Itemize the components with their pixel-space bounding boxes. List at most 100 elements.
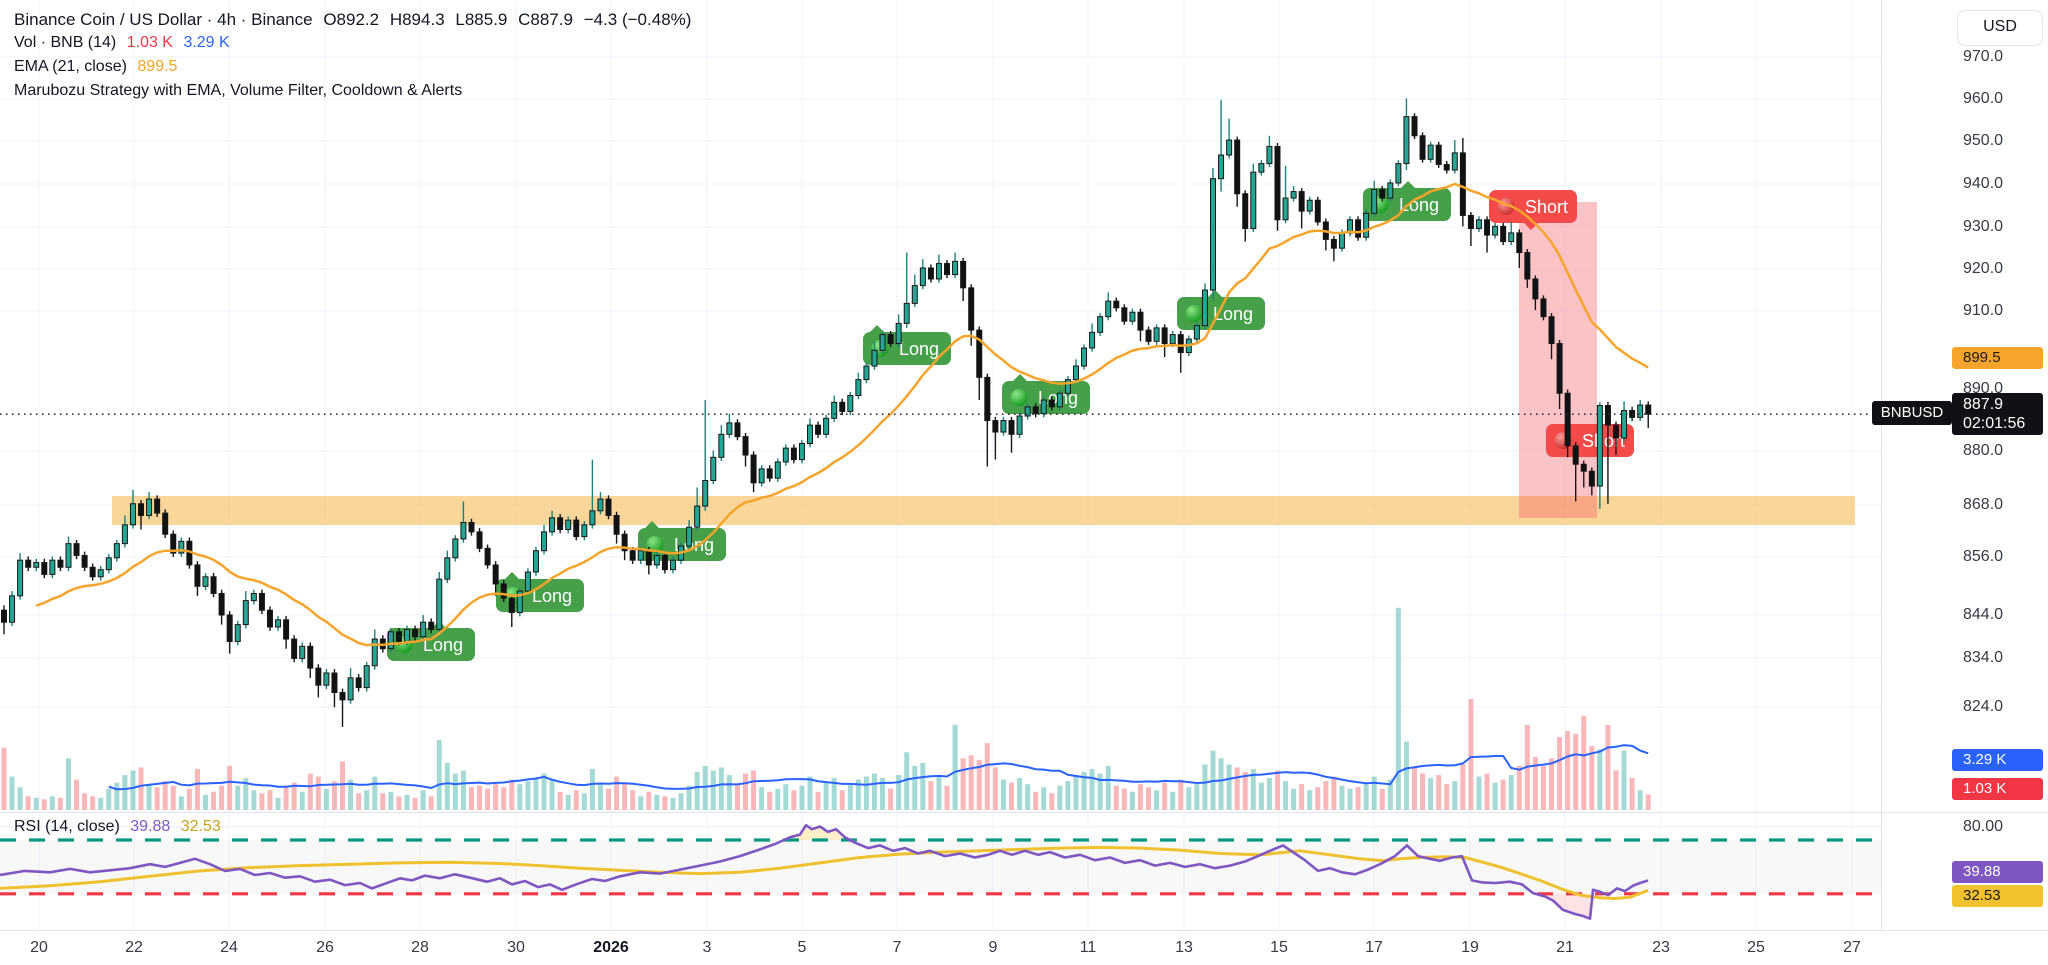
- volume-bar: [340, 761, 346, 810]
- candle-up: [1387, 182, 1394, 199]
- volume-bar: [670, 797, 676, 810]
- volume-bar: [130, 770, 136, 810]
- volume-bar: [734, 784, 740, 810]
- volume-bar: [1, 747, 7, 810]
- candle-up: [532, 550, 539, 573]
- symbol-price-pill: BNBUSD: [1872, 401, 1952, 425]
- volume-bar: [936, 776, 942, 810]
- volume-bar: [1645, 794, 1651, 810]
- candle-down: [41, 562, 48, 575]
- volume-bar: [98, 797, 104, 810]
- volume-bar: [1170, 791, 1176, 810]
- time-tick: 24: [220, 939, 238, 956]
- volume-bar: [82, 793, 88, 810]
- candle-up: [1218, 154, 1225, 180]
- candle-down: [742, 436, 749, 456]
- ema-indicator-label[interactable]: EMA (21, close): [14, 58, 127, 75]
- volume-bar: [646, 791, 652, 810]
- volume-bar: [106, 788, 112, 810]
- ohlc-low: L885.9: [455, 10, 508, 29]
- long-signal-label: Long: [1177, 290, 1265, 330]
- price-tick: 930.0: [1963, 218, 2004, 235]
- volume-bar: [299, 791, 305, 810]
- last-price-badge: 887.9 02:01:56: [1952, 393, 2043, 435]
- volume-bar: [1589, 746, 1595, 810]
- volume-indicator-label[interactable]: Vol · BNB (14): [14, 34, 117, 51]
- time-tick: 7: [892, 939, 902, 956]
- candle-down: [605, 498, 612, 516]
- candle-down: [1435, 144, 1442, 165]
- candle-up: [782, 447, 789, 463]
- candle-up: [1250, 171, 1257, 230]
- candle-up: [242, 600, 249, 626]
- volume-bar: [984, 743, 990, 810]
- volume-bar: [219, 785, 225, 810]
- legend-strategy-row[interactable]: Marubozu Strategy with EMA, Volume Filte…: [14, 82, 468, 100]
- price-tick: 940.0: [1963, 175, 2004, 192]
- candle-up: [1040, 399, 1047, 415]
- signal-pointer: [1207, 290, 1223, 298]
- symbol-title[interactable]: Binance Coin / US Dollar · 4h · Binance: [14, 10, 313, 29]
- candle-up: [1000, 420, 1007, 433]
- volume-bar: [525, 781, 531, 810]
- signal-pointer: [504, 572, 520, 580]
- candle-up: [1621, 410, 1628, 439]
- candle-down: [734, 422, 741, 438]
- volume-bar: [517, 784, 523, 810]
- volume-bar: [662, 796, 668, 810]
- time-axis[interactable]: 20 22 24 26 28 30 2026 3 5 7 9 11 13 15 17 19 21 23 25 27: [0, 931, 2048, 965]
- volume-bar: [412, 797, 418, 810]
- candle-up: [1129, 311, 1136, 322]
- volume-bar: [1154, 790, 1160, 810]
- strategy-name[interactable]: Marubozu Strategy with EMA, Volume Filte…: [14, 82, 463, 99]
- volume-bar: [460, 770, 466, 810]
- candle-up: [847, 394, 854, 412]
- currency-button[interactable]: USD: [1957, 10, 2043, 46]
- svg-text:Short: Short: [1525, 197, 1568, 217]
- legend-rsi-row[interactable]: RSI (14, close) 39.88 32.53: [14, 818, 227, 836]
- rsi-indicator-label[interactable]: RSI (14, close): [14, 818, 120, 835]
- candle-up: [1024, 406, 1031, 417]
- candle-down: [307, 645, 314, 669]
- rsi-line: [0, 823, 1649, 920]
- legend-volume-row[interactable]: Vol · BNB (14) 1.03 K 3.29 K: [14, 34, 236, 52]
- volume-bar: [992, 767, 998, 810]
- legend-symbol-row[interactable]: Binance Coin / US Dollar · 4h · Binance …: [14, 10, 697, 30]
- candle-down: [1177, 334, 1184, 354]
- ohlc-high: H894.3: [389, 10, 445, 29]
- volume-bar: [1549, 758, 1555, 810]
- candle-down: [315, 667, 322, 686]
- volume-bar: [855, 779, 861, 810]
- volume-bar: [904, 752, 910, 810]
- pane-separator-rsi[interactable]: [0, 812, 2048, 813]
- bar-countdown: 02:01:56: [1963, 415, 2026, 432]
- candle-down: [960, 260, 967, 289]
- candle-down: [621, 533, 628, 552]
- time-tick: 15: [1270, 939, 1288, 956]
- candle-down: [1145, 329, 1152, 342]
- rsi-oversold-fill: [1545, 893, 1590, 919]
- volume-bar: [1097, 773, 1103, 810]
- candle-down: [573, 519, 580, 538]
- candle-down: [57, 559, 64, 568]
- candle-down: [194, 564, 201, 587]
- volume-bar: [622, 782, 628, 810]
- candle-up: [823, 417, 830, 435]
- price-tick: 834.0: [1963, 649, 2004, 666]
- candle-down: [839, 401, 846, 412]
- candle-up: [1226, 139, 1233, 156]
- price-axis[interactable]: USD 970.0 960.0 950.0 940.0 930.0 920.0 910.0 8…: [1881, 0, 2048, 930]
- volume-bar: [203, 794, 208, 810]
- candle-up: [879, 334, 886, 351]
- short-signal-label: Short: [1489, 190, 1577, 230]
- volume-bar: [638, 796, 644, 810]
- volume-bar: [1428, 778, 1434, 810]
- time-tick: 30: [507, 939, 525, 956]
- candle-up: [178, 540, 185, 554]
- long-dot-icon: [646, 536, 664, 553]
- candle-up: [444, 557, 451, 580]
- legend-ema-row[interactable]: EMA (21, close) 899.5: [14, 58, 183, 76]
- candle-up: [581, 524, 588, 538]
- volume-bar: [428, 796, 434, 810]
